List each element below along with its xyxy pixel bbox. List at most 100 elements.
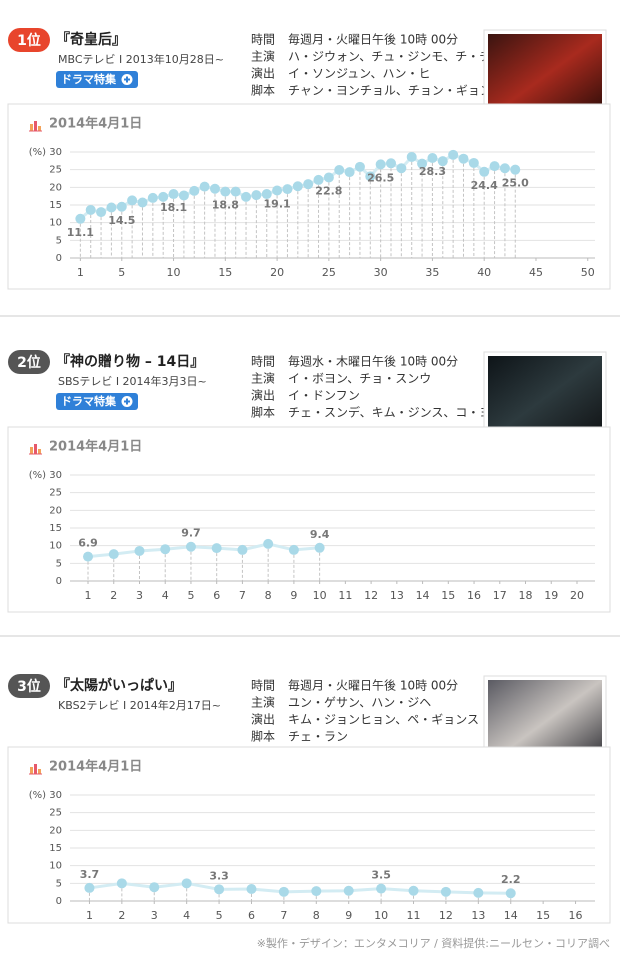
chart-title: 2014年4月1日 [49,759,142,775]
info-value: ユン・ゲサン、ハン・ジヘ [288,696,431,710]
y-tick-label: 0 [56,253,62,264]
x-tick-label: 11 [338,589,352,602]
x-tick-label: 8 [265,589,272,602]
x-tick-label: 8 [313,909,320,922]
drama-title: 『神の贈り物 – 14日』 [56,353,204,370]
y-tick-label: 15 [49,200,62,211]
feature-button[interactable] [56,393,138,410]
data-point [158,191,169,202]
x-tick-label: 6 [213,589,220,602]
chart-icon [34,444,37,454]
data-point [278,886,289,897]
x-tick-label: 1 [77,266,84,279]
data-point [386,158,397,169]
poster [488,356,602,440]
y-unit: (%) [29,147,46,158]
x-tick-label: 13 [471,909,485,922]
info-value: ハ・ジウォン、チュ・ジンモ、チ・チャンウク [288,50,539,64]
data-point [288,544,299,555]
x-tick-label: 45 [529,266,543,279]
info-label: 演出 [251,388,275,403]
value-label: 18.8 [212,199,239,212]
rank-badge [8,28,50,52]
data-point [376,883,387,894]
rank: 3位 [17,678,41,695]
y-unit: (%) [29,790,46,801]
data-point [261,189,272,200]
y-tick-label: 5 [56,235,62,246]
data-point [85,204,96,215]
chart-title: 2014年4月1日 [49,439,142,455]
y-tick-label: 20 [49,505,62,516]
data-point [396,163,407,174]
data-point [199,181,210,192]
data-point [417,158,428,169]
drama-subtitle: MBCテレビ I 2013年10月28日~ [58,52,224,66]
data-point [134,545,145,556]
data-point [160,544,171,555]
rank-badge [8,674,50,698]
data-point [323,172,334,183]
y-tick-label: 10 [49,861,62,872]
data-point [168,189,179,200]
value-label: 19.1 [264,198,291,211]
y-tick-label: 15 [49,523,62,534]
data-point [448,149,459,160]
info-value: キム・ジョンヒョン、ペ・ギョンス [288,713,479,727]
info-value: 毎週月・火曜日午後 10時 00分 [288,32,458,47]
x-tick-label: 14 [504,909,518,922]
chart-box [7,426,611,613]
info-value: チャン・ヨンチョル、チョン・ギョンスン [288,84,516,98]
value-label: 3.3 [209,869,229,882]
data-point [311,886,322,897]
data-point [272,185,283,196]
data-point [211,543,222,554]
info-label: 演出 [251,66,275,81]
data-point [220,186,231,197]
data-point [185,541,196,552]
x-tick-label: 20 [270,266,284,279]
x-tick-label: 35 [425,266,439,279]
info-label: 脚本 [251,405,275,420]
x-tick-label: 9 [290,589,297,602]
plus-icon [124,76,130,83]
feature-button-label: ドラマ特集 [61,72,117,86]
data-point [282,184,293,195]
data-point [479,166,490,177]
feature-button[interactable] [56,71,138,88]
y-tick-label: 5 [56,558,62,569]
y-tick-label: 10 [49,541,62,552]
x-tick-label: 4 [162,589,169,602]
data-point [189,185,200,196]
x-tick-label: 9 [345,909,352,922]
data-point [499,163,510,174]
value-label: 6.9 [78,537,98,550]
x-tick-label: 16 [467,589,481,602]
value-label: 11.1 [67,226,94,239]
chart-icon [30,447,33,454]
feature-button-label: ドラマ特集 [61,394,117,408]
info-label: 時間 [251,679,275,693]
x-tick-label: 15 [536,909,550,922]
chart-icon [38,126,41,131]
data-point [251,190,262,201]
x-tick-label: 40 [477,266,491,279]
data-point [116,878,127,889]
data-point [246,883,257,894]
data-point [354,161,365,172]
chart-icon [34,764,37,774]
chart-icon [30,124,33,131]
info-label: 主演 [251,371,275,386]
y-tick-label: 30 [49,790,62,801]
value-label: 26.5 [367,171,394,184]
y-unit: (%) [29,470,46,481]
y-tick-label: 25 [49,488,62,499]
chart-icon [38,769,41,774]
series-line [87,542,320,559]
info-value: 毎週水・木曜日午後 10時 00分 [288,354,458,369]
x-tick-label: 5 [216,909,223,922]
data-point [313,174,324,185]
x-tick-label: 5 [118,266,125,279]
drama-title: 『奇皇后』 [56,31,126,48]
